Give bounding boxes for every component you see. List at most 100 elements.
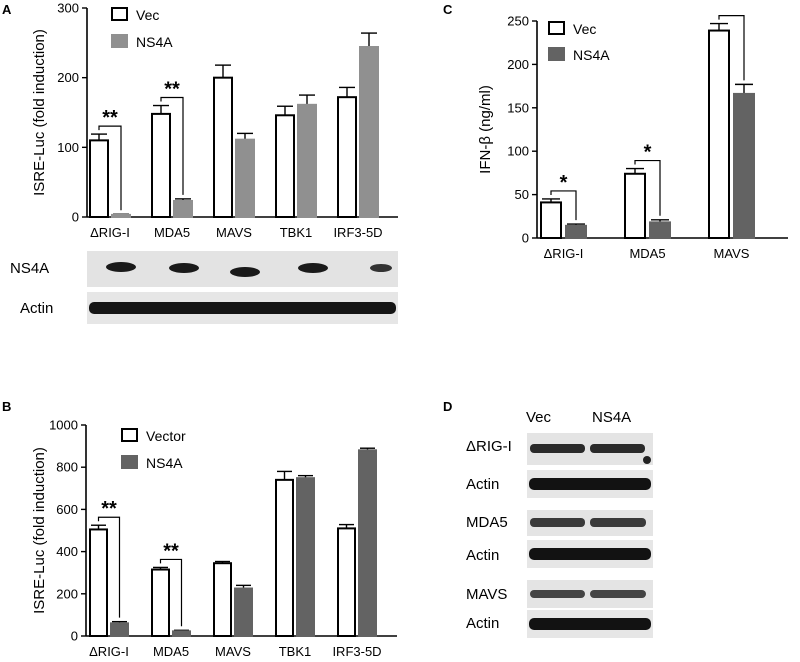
chart-c-category-label: MDA5 — [629, 246, 665, 261]
blot-a-ns4a-band-1 — [106, 262, 136, 272]
panel-letter-b: B — [2, 399, 11, 414]
chart-c-ytick-label: 250 — [507, 14, 529, 29]
chart-b-category-label: MDA5 — [153, 644, 189, 659]
chart-a-bar — [337, 96, 357, 218]
chart-a-legend-swatch — [111, 34, 128, 48]
chart-a-bar — [235, 138, 255, 218]
blot-a-label-ns4a: NS4A — [10, 260, 49, 277]
chart-a-legend-label: Vec — [136, 7, 159, 23]
blot-d-actin1-band — [529, 478, 651, 490]
blot-d-mda5-band-ns4a — [590, 518, 646, 527]
chart-b-bar — [89, 528, 108, 638]
chart-b-bar — [172, 630, 191, 637]
chart-a-legend-swatch — [111, 7, 128, 21]
chart-b-significance-bracket — [97, 516, 121, 618]
chart-a-significance-bracket — [160, 96, 184, 195]
blot-a-ns4a-band-4 — [298, 263, 328, 273]
chart-c-bar — [624, 172, 646, 240]
chart-b-bar — [213, 562, 232, 638]
chart-a: 0 100 200 300 ISRE-Luc (fold induction) ΔRIG-… — [31, 1, 398, 240]
chart-a-bar — [89, 139, 109, 218]
chart-c-significance-bracket — [634, 159, 661, 216]
chart-b-category-label: MAVS — [215, 644, 251, 659]
chart-a-bar — [111, 213, 131, 219]
chart-b-significance-label: ** — [101, 498, 117, 520]
blot-d-label-actin-1: Actin — [466, 476, 499, 493]
chart-b-bar — [234, 587, 253, 638]
chart-a-category-label: MAVS — [216, 225, 252, 240]
chart-b-category-label: IRF3-5D — [332, 644, 381, 659]
chart-b-ytick-label: 800 — [56, 460, 78, 475]
chart-c-ytick-label: 100 — [507, 144, 529, 159]
chart-b-bar — [110, 622, 129, 638]
chart-c-ytick-label: 50 — [515, 187, 529, 202]
chart-c-ytick-label: 200 — [507, 57, 529, 72]
blot-a-ns4a-band-3 — [230, 267, 260, 277]
chart-c-ytick-label: 0 — [522, 231, 529, 246]
chart-a-category-label: ΔRIG-I — [90, 225, 130, 240]
chart-a-category-label: MDA5 — [154, 225, 190, 240]
chart-c-bar — [649, 221, 671, 240]
chart-a-significance-bracket — [98, 125, 122, 211]
chart-a-bar — [173, 199, 193, 219]
chart-b-y-axis-title: ISRE-Luc (fold induction) — [31, 447, 48, 614]
blot-d-label-rigi: ΔRIG-I — [466, 438, 512, 455]
chart-a-bar — [275, 114, 295, 218]
chart-a-category-label: IRF3-5D — [333, 225, 382, 240]
chart-c-legend-swatch — [548, 47, 565, 61]
blot-d-label-mavs: MAVS — [466, 586, 507, 603]
chart-c-legend-swatch — [548, 21, 565, 35]
chart-c-ytick-label: 150 — [507, 100, 529, 115]
chart-a-significance-label: ** — [164, 79, 180, 101]
chart-a-ytick-label: 0 — [72, 210, 79, 225]
chart-b-significance-label: ** — [163, 540, 179, 562]
blot-d-mda5-band-vec — [530, 518, 585, 527]
chart-a-ytick-label: 100 — [57, 140, 79, 155]
blot-a-ns4a-band-2 — [169, 263, 199, 273]
blot-a-label-actin: Actin — [20, 300, 53, 317]
blot-d-actin3-band — [529, 618, 651, 630]
chart-a-ytick-label: 300 — [57, 1, 79, 16]
chart-b-bar — [275, 478, 294, 637]
chart-b-category-label: ΔRIG-I — [89, 644, 129, 659]
chart-b-ytick-label: 600 — [56, 502, 78, 517]
chart-a-significance-label: ** — [102, 107, 118, 129]
blot-d-rigi-band-vec — [530, 444, 585, 453]
blot-a-actin-band — [89, 302, 396, 314]
blot-d-col-ns4a: NS4A — [592, 409, 631, 426]
blot-d-label-mda5: MDA5 — [466, 514, 508, 531]
chart-b-ytick-label: 200 — [56, 586, 78, 601]
panel-letter-d: D — [443, 399, 452, 414]
chart-c-significance-label: * — [644, 142, 652, 164]
chart-b-category-label: TBK1 — [279, 644, 312, 659]
blot-d-label-actin-2: Actin — [466, 547, 499, 564]
chart-b-bar — [151, 568, 170, 637]
chart-c: 0 50 100 150 200 250 IFN-β (ng/ml) ΔRIG-I * MDA5 *… — [477, 14, 788, 261]
chart-b-legend-label: Vector — [146, 428, 186, 444]
chart-b-ytick-label: 400 — [56, 544, 78, 559]
chart-b-ytick-label: 1000 — [49, 418, 78, 433]
panel-letter-a: A — [2, 2, 12, 17]
chart-c-legend-label: Vec — [573, 21, 596, 37]
chart-b-bar — [358, 449, 377, 637]
chart-b-bar — [337, 527, 356, 638]
chart-b-legend-swatch — [121, 455, 138, 469]
blot-a: NS4A Actin — [10, 251, 398, 324]
blot-d-rigi-band-ns4a — [590, 444, 645, 453]
blot-d: Vec NS4A ΔRIG-I Actin MDA5 Actin MAVS Ac… — [466, 409, 653, 638]
chart-a-category-label: TBK1 — [280, 225, 313, 240]
blot-a-ns4a-band-5 — [370, 264, 392, 272]
chart-a-bar — [359, 46, 379, 218]
blot-d-col-vec: Vec — [526, 409, 552, 426]
chart-c-bar — [708, 29, 730, 239]
chart-b-bar — [296, 477, 315, 637]
chart-b-legend-swatch — [121, 428, 138, 442]
blot-d-rigi-spot — [643, 456, 651, 464]
chart-c-significance-bracket — [550, 190, 577, 221]
panel-letter-c: C — [443, 2, 453, 17]
chart-c-significance-label: * — [560, 172, 568, 194]
chart-a-y-axis-title: ISRE-Luc (fold induction) — [31, 29, 48, 196]
chart-c-y-axis-title: IFN-β (ng/ml) — [477, 85, 494, 174]
chart-a-bar — [151, 112, 171, 218]
